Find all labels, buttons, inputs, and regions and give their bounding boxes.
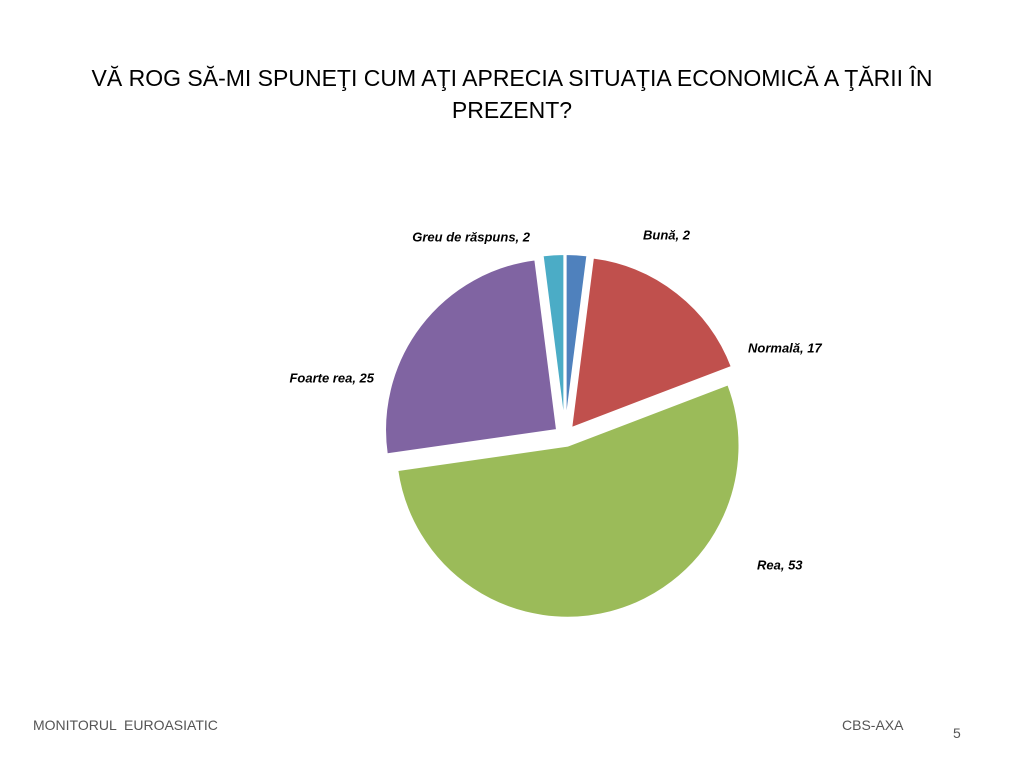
chart-title: VĂ ROG SĂ-MI SPUNEŢI CUM AŢI APRECIA SIT… xyxy=(91,65,933,123)
pie-slice xyxy=(569,256,734,430)
data-label: Foarte rea, 25 xyxy=(289,370,374,385)
pie-slice xyxy=(396,383,741,619)
data-label: Greu de răspuns, 2 xyxy=(412,229,531,244)
pie-slice xyxy=(564,253,589,427)
footer-left: MONITORUL EUROASIATIC xyxy=(33,717,218,733)
footer-right: CBS-AXA xyxy=(842,717,904,733)
data-label: Normală, 17 xyxy=(748,340,822,355)
data-label: Rea, 53 xyxy=(757,557,803,572)
data-label: Bună, 2 xyxy=(643,227,691,242)
chart: Bună, 2 Normală, 17 Rea, 53 Foarte rea, 25 G… xyxy=(289,227,822,619)
page-number: 5 xyxy=(953,725,961,741)
pie-slice xyxy=(541,253,566,427)
pie-slice xyxy=(384,258,559,456)
